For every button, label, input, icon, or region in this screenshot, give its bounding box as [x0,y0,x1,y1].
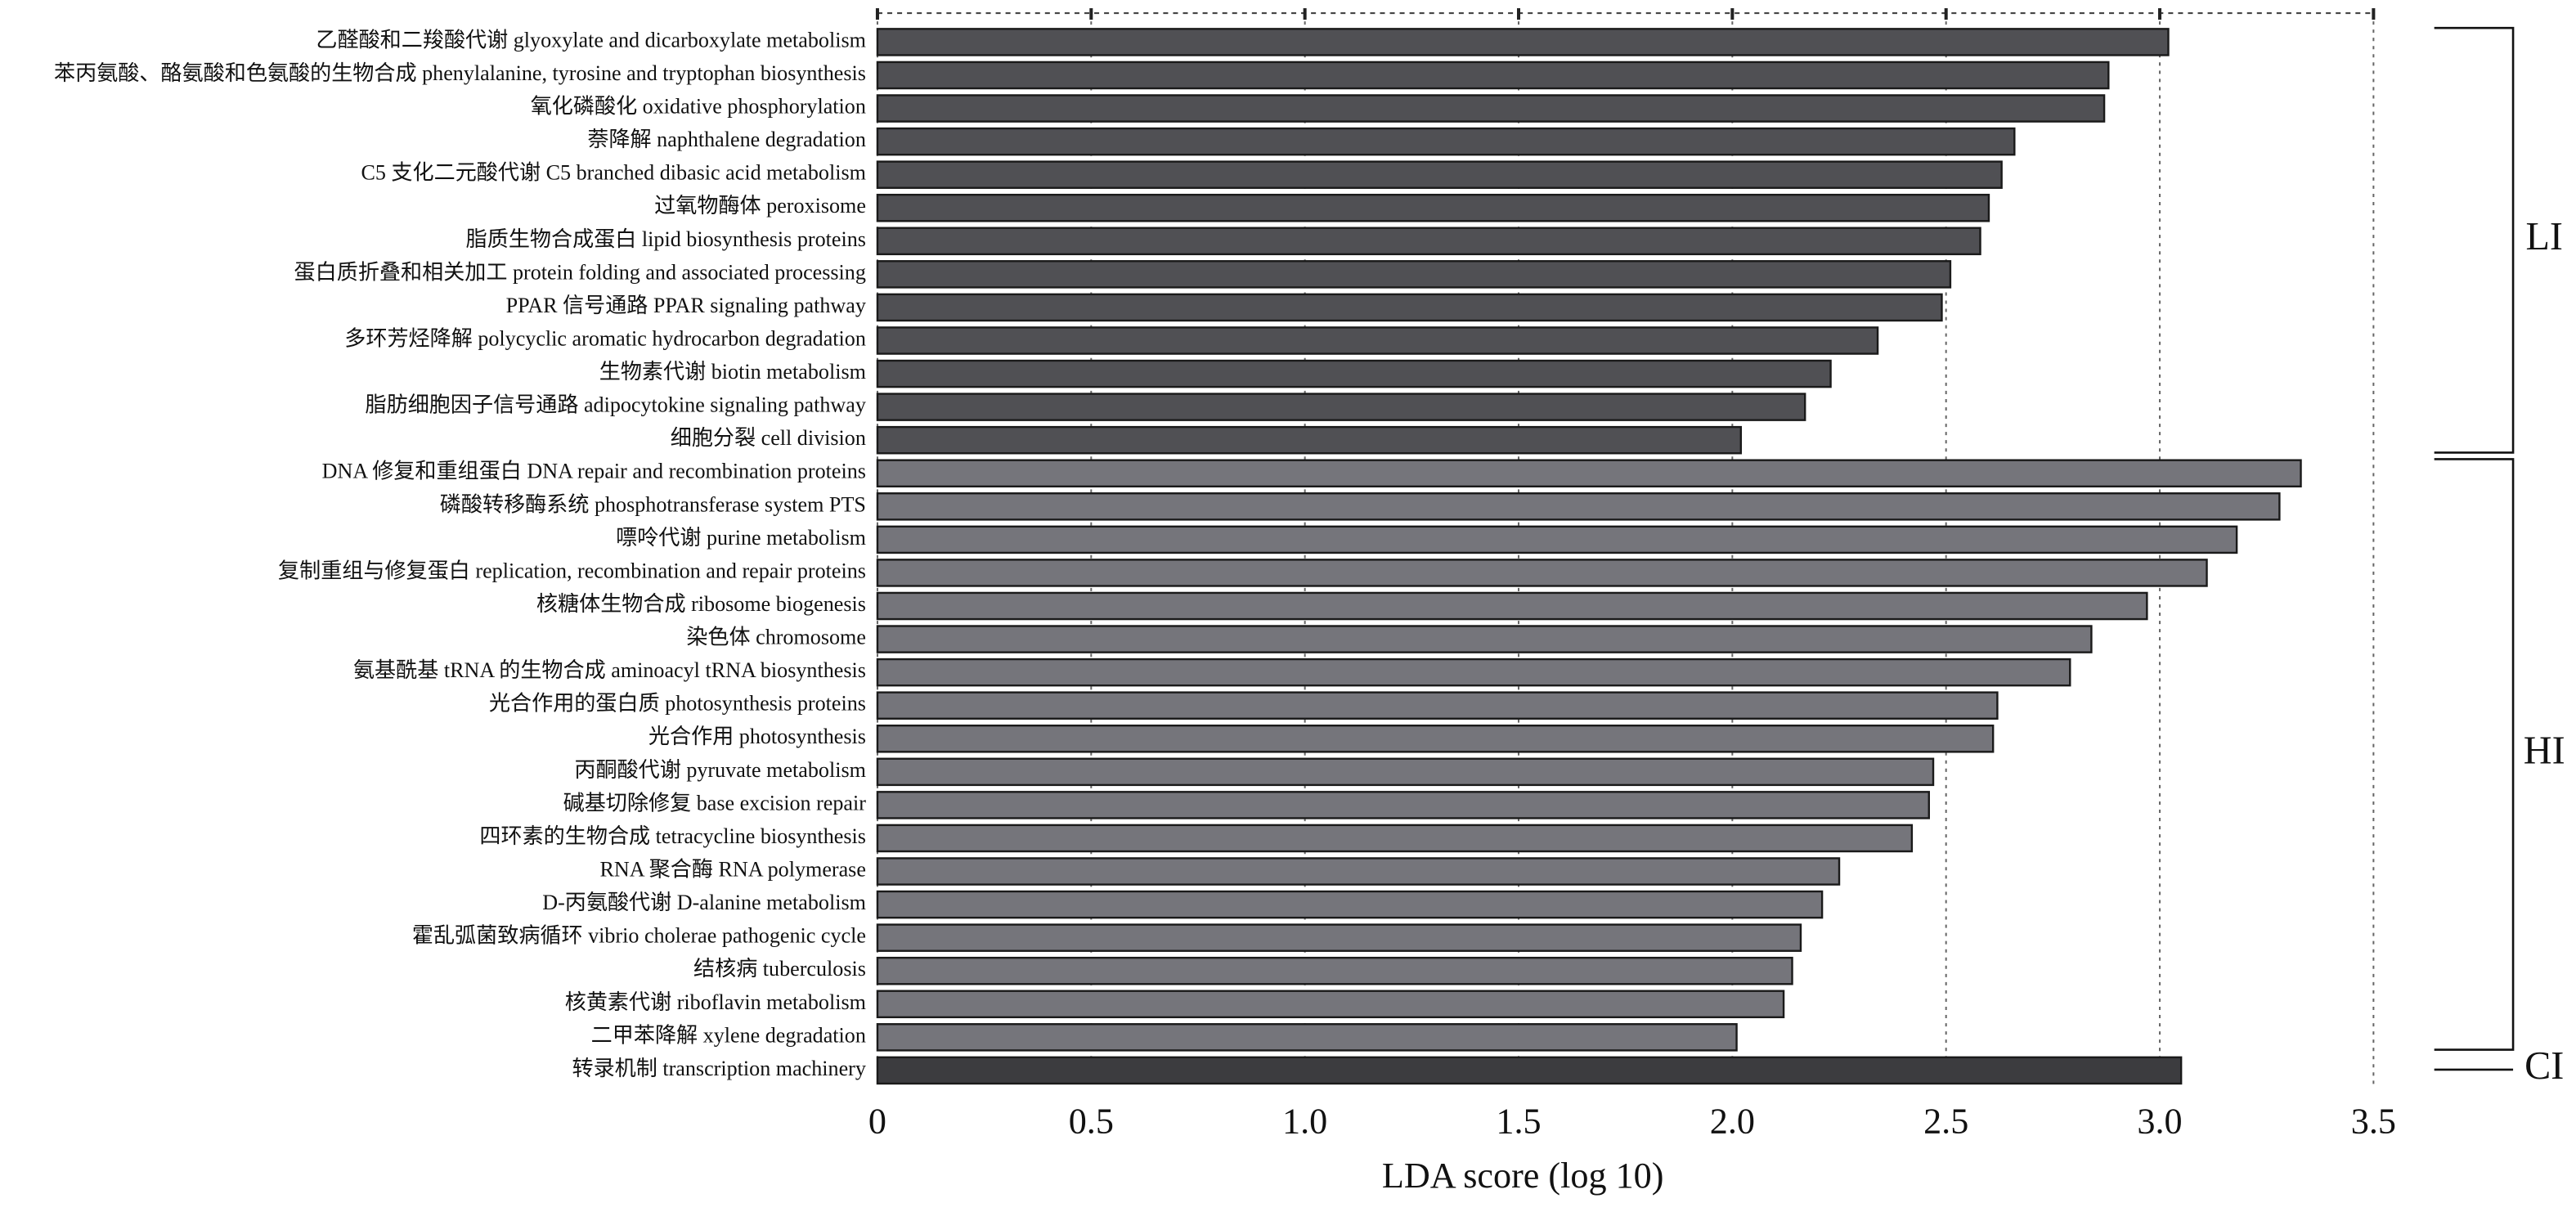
bar [876,591,2148,621]
bar [876,757,1935,787]
group-label: LI [2525,215,2562,258]
bar [876,791,1930,819]
bar [876,459,2302,488]
x-tick-label: 2.0 [1710,1102,1755,1142]
category-label: 多环芳烃降解 polycyclic aromatic hydrocarbon d… [344,326,866,350]
category-label: 过氧物酶体 peroxisome [654,194,866,218]
x-axis-label: LDA score (log 10) [1382,1156,1664,1196]
category-label: 苯丙氨酸、酪氨酸和色氨酸的生物合成 phenylalanine, tyrosin… [54,61,866,85]
bar [876,658,2071,687]
category-label: 结核病 tuberculosis [693,957,866,981]
x-tick-label: 3.5 [2351,1102,2396,1142]
bar [876,28,2170,56]
bar [876,824,1914,853]
category-label: 二甲苯降解 xylene degradation [591,1023,866,1047]
bar [876,260,1952,289]
bar [876,956,1793,985]
category-label: RNA 聚合酶 RNA polymerase [599,857,865,881]
category-label: 磷酸转移酶系统 phosphotransferase system PTS [440,492,866,516]
category-label: 丙酮酸代谢 pyruvate metabolism [574,758,866,782]
category-label: 嘌呤代谢 purine metabolism [616,526,866,550]
category-label: 生物素代谢 biotin metabolism [599,360,866,384]
category-label: 霍乱弧菌致病循环 vibrio cholerae pathogenic cycl… [412,924,866,948]
group-bracket [2434,458,2515,1051]
bar [876,559,2208,587]
category-label: 染色体 chromosome [686,626,866,649]
x-tick-label: 3.0 [2137,1102,2182,1142]
category-label: C5 支化二元酸代谢 C5 branched dibasic acid meta… [361,161,865,185]
bar [876,425,1743,455]
bar [876,127,2016,156]
bar [876,492,2281,521]
category-label: DNA 修复和重组蛋白 DNA repair and recombination… [322,460,866,483]
category-label: 氨基酰基 tRNA 的生物合成 aminoacyl tRNA biosynthe… [353,658,866,682]
bar [876,1023,1738,1052]
group-label: HI [2524,729,2565,773]
x-tick-label: 1.0 [1282,1102,1327,1142]
category-label: 萘降解 naphthalene degradation [587,128,866,151]
category-label: 氧化磷酸化 oxidative phosphorylation [531,95,866,119]
bar [876,890,1824,919]
bar [876,923,1802,952]
bar [876,691,1999,720]
category-label: 光合作用的蛋白质 photosynthesis proteins [489,692,866,716]
group-label: CI [2524,1044,2564,1088]
group-bracket [2434,26,2515,454]
bar [876,61,2110,90]
category-label: 光合作用 photosynthesis [648,725,866,748]
category-label: 乙醛酸和二羧酸代谢 glyoxylate and dicarboxylate m… [316,28,866,52]
bar [876,227,1981,256]
x-tick-label: 2.5 [1923,1102,1968,1142]
x-tick-label: 0.5 [1069,1102,1114,1142]
category-label: 四环素的生物合成 tetracycline biosynthesis [479,824,866,848]
bar [876,326,1879,355]
bar [876,625,2093,653]
bar [876,857,1841,886]
category-label: PPAR 信号通路 PPAR signaling pathway [506,294,866,317]
bar [876,359,1832,388]
category-label: D-丙氨酸代谢 D-alanine metabolism [542,891,866,914]
bar [876,1056,2183,1085]
bar [876,160,2003,189]
bar [876,393,1806,421]
category-label: 脂肪细胞因子信号通路 adipocytokine signaling pathw… [366,393,866,417]
category-label: 细胞分裂 cell division [671,426,866,450]
category-label: 核糖体生物合成 ribosome biogenesis [536,592,866,616]
bar [876,94,2106,123]
bar [876,525,2238,554]
bar [876,193,1990,222]
x-tick-label: 0 [868,1102,886,1142]
category-label: 复制重组与修复蛋白 replication, recombination and… [278,559,866,582]
bar [876,724,1995,753]
category-label: 核黄素代谢 riboflavin metabolism [565,990,866,1014]
category-label: 转录机制 transcription machinery [572,1057,865,1080]
bar [876,990,1785,1019]
x-tick-label: 1.5 [1496,1102,1541,1142]
category-label: 脂质生物合成蛋白 lipid biosynthesis proteins [466,227,866,251]
category-label: 碱基切除修复 base excision repair [563,791,867,815]
bar [876,293,1943,322]
category-label: 蛋白质折叠和相关加工 protein folding and associate… [294,260,866,284]
